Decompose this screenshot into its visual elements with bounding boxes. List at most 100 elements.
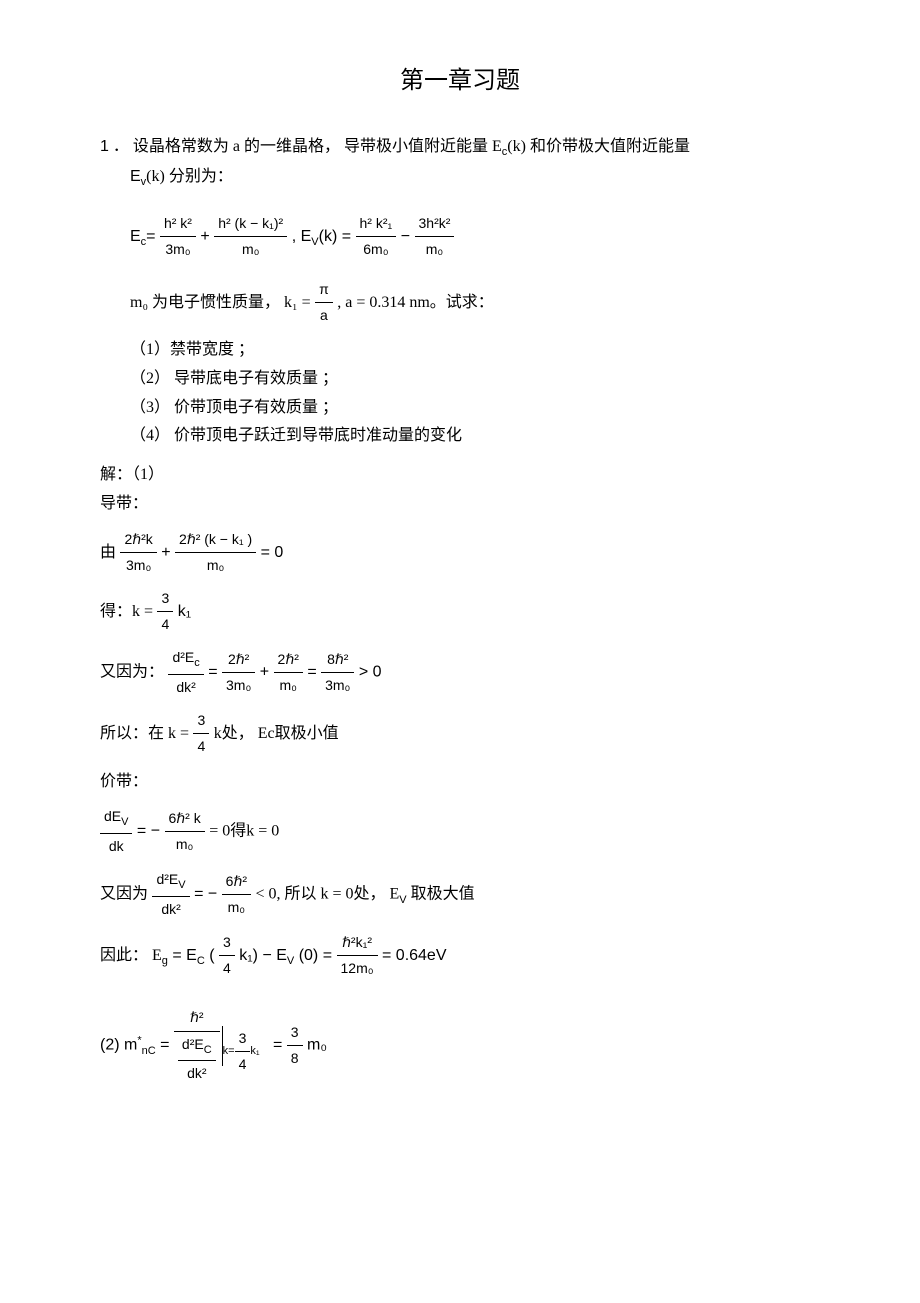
ev: k=	[223, 1045, 235, 1057]
d: 4	[157, 612, 173, 637]
d: dk²	[152, 897, 189, 922]
sf: k₁	[250, 1045, 259, 1057]
p2-r: 38	[287, 1020, 303, 1071]
chapter-title: 第一章习题	[70, 60, 850, 103]
eq2: =	[342, 228, 351, 245]
d: 6m₀	[356, 237, 397, 262]
ev-arg: (k)	[319, 228, 338, 245]
n: ℏ²	[174, 1005, 220, 1031]
problem-stem: 1 ． 设晶格常数为 a 的一维晶格， 导带极小值附近能量 Ec(k) 和价带极…	[100, 133, 850, 163]
pfx: 所以：在 k =	[100, 725, 189, 742]
d: 4	[235, 1052, 251, 1077]
d: 3m₀	[222, 673, 255, 698]
plus: +	[200, 228, 209, 245]
valence-label: 价带：	[100, 768, 850, 797]
n: 3	[287, 1020, 303, 1046]
dispersion-formula: Ec= h² k²3m₀ + h² (k − k₁)²m₀ , EV(k) = …	[100, 211, 850, 262]
n: ℏ²k₁²	[337, 930, 378, 956]
minus: −	[401, 228, 410, 245]
v1-lhs: dEVdk	[100, 804, 132, 859]
question-3: （3） 价带顶电子有效质量 ；	[100, 394, 850, 423]
problem-body: 1 ． 设晶格常数为 a 的一维晶格， 导带极小值附近能量 Ec(k) 和价带极…	[70, 133, 850, 1086]
n: 3	[193, 708, 209, 734]
eq: =	[160, 1037, 169, 1054]
n: 3	[219, 930, 235, 956]
s: V	[121, 816, 128, 828]
p2-inner: d²ECdk²	[178, 1032, 216, 1087]
n: 6ℏ² k	[165, 806, 205, 832]
lbl: (2) m	[100, 1037, 137, 1054]
ec-sym: E	[130, 228, 141, 245]
n: h² (k − k₁)²	[214, 211, 287, 237]
d: m₀	[165, 832, 205, 857]
k1: k₁) − E	[239, 947, 287, 964]
gt0: > 0	[359, 664, 382, 681]
deriv-step3: 又因为： d²Ecdk² = 2ℏ²3m₀ + 2ℏ²m₀ = 8ℏ²3m₀ >…	[100, 645, 850, 700]
sfx: k₁	[178, 603, 191, 620]
d: m₀	[222, 895, 251, 920]
n: 8ℏ²	[321, 647, 354, 673]
solution-label: 解：（1）	[100, 461, 850, 490]
eq: = −	[194, 886, 217, 903]
m0: m₀	[307, 1037, 327, 1054]
bandgap-line: 因此： Eg = EC ( 34 k₁) − EV (0) = ℏ²k₁²12m…	[100, 930, 850, 981]
d: dk²	[178, 1061, 216, 1086]
ec-term1: h² k²3m₀	[160, 211, 196, 262]
eq2: =	[273, 1037, 282, 1054]
eq1: =	[146, 228, 155, 245]
s3-lhs: d²Ecdk²	[168, 645, 203, 700]
comma: ,	[292, 228, 296, 245]
k1-frac: πa	[315, 277, 333, 328]
d: 4	[193, 734, 209, 759]
question-1: （1）禁带宽度 ；	[100, 336, 850, 365]
v1-rhs: 6ℏ² km₀	[165, 806, 205, 857]
ev-fn: E	[301, 228, 312, 245]
eg-r: ℏ²k₁²12m₀	[337, 930, 378, 981]
pfx: 因此： E	[100, 947, 162, 964]
s4-frac: 34	[193, 708, 209, 759]
stem-line2: Ev(k) 分别为：	[100, 163, 850, 193]
s1-t1: 2ℏ²k3m₀	[120, 527, 156, 578]
s: V	[178, 879, 185, 891]
n: d²E	[156, 871, 178, 887]
n: h² k²	[160, 211, 196, 237]
pfx: 又因为	[100, 886, 148, 903]
eq: =	[208, 664, 217, 681]
pfx: 由	[100, 544, 116, 561]
s3-t2: 2ℏ²m₀	[274, 647, 303, 698]
sfx: = 0得k = 0	[209, 823, 279, 840]
ec-term2: h² (k − k₁)²m₀	[214, 211, 287, 262]
v2-lhs: d²EVdk²	[152, 867, 189, 922]
csub: C	[197, 955, 205, 967]
p2-big: ℏ² d²ECdk²	[174, 1005, 220, 1086]
d: 8	[287, 1046, 303, 1071]
ev-term1: h² k²₁6m₀	[356, 211, 397, 262]
d: a	[315, 303, 333, 328]
stem-text-b: (k) 和价带极大值附近能量	[507, 138, 690, 155]
d: dk	[100, 834, 132, 859]
n: dE	[104, 808, 121, 824]
n: 3	[235, 1026, 251, 1052]
valence-step2: 又因为 d²EVdk² = − 6ℏ²m₀ < 0, 所以 k = 0处， EV…	[100, 867, 850, 922]
part2-line: (2) m*nC = ℏ² d²ECdk² k=34k₁ = 38 m₀	[100, 1005, 850, 1086]
deriv-step1: 由 2ℏ²k3m₀ + 2ℏ² (k − k₁ )m₀ = 0	[100, 527, 850, 578]
eq2: =	[307, 664, 316, 681]
ev-fn-sub: V	[311, 236, 318, 248]
eq: = −	[137, 823, 160, 840]
d: m₀	[415, 237, 455, 262]
s3-t1: 2ℏ²3m₀	[222, 647, 255, 698]
tail: 取极大值	[407, 886, 475, 903]
sfx: < 0, 所以 k = 0处， E	[255, 886, 399, 903]
d: 3m₀	[321, 673, 354, 698]
d: m₀	[214, 237, 287, 262]
sfx: k处， Ec取极小值	[214, 725, 339, 742]
m0-text: m₀ 为电子惯性质量， k₁ =	[130, 293, 311, 310]
problem-number: 1	[100, 138, 109, 155]
sub: nC	[142, 1045, 156, 1057]
n: 3	[157, 586, 173, 612]
eval-at: k=34k₁	[223, 1045, 260, 1057]
question-4: （4） 价带顶电子跃迁到导带底时准动量的变化	[100, 422, 850, 451]
eq: = E	[172, 947, 196, 964]
sub: g	[162, 955, 168, 967]
d: dk²	[168, 675, 203, 700]
